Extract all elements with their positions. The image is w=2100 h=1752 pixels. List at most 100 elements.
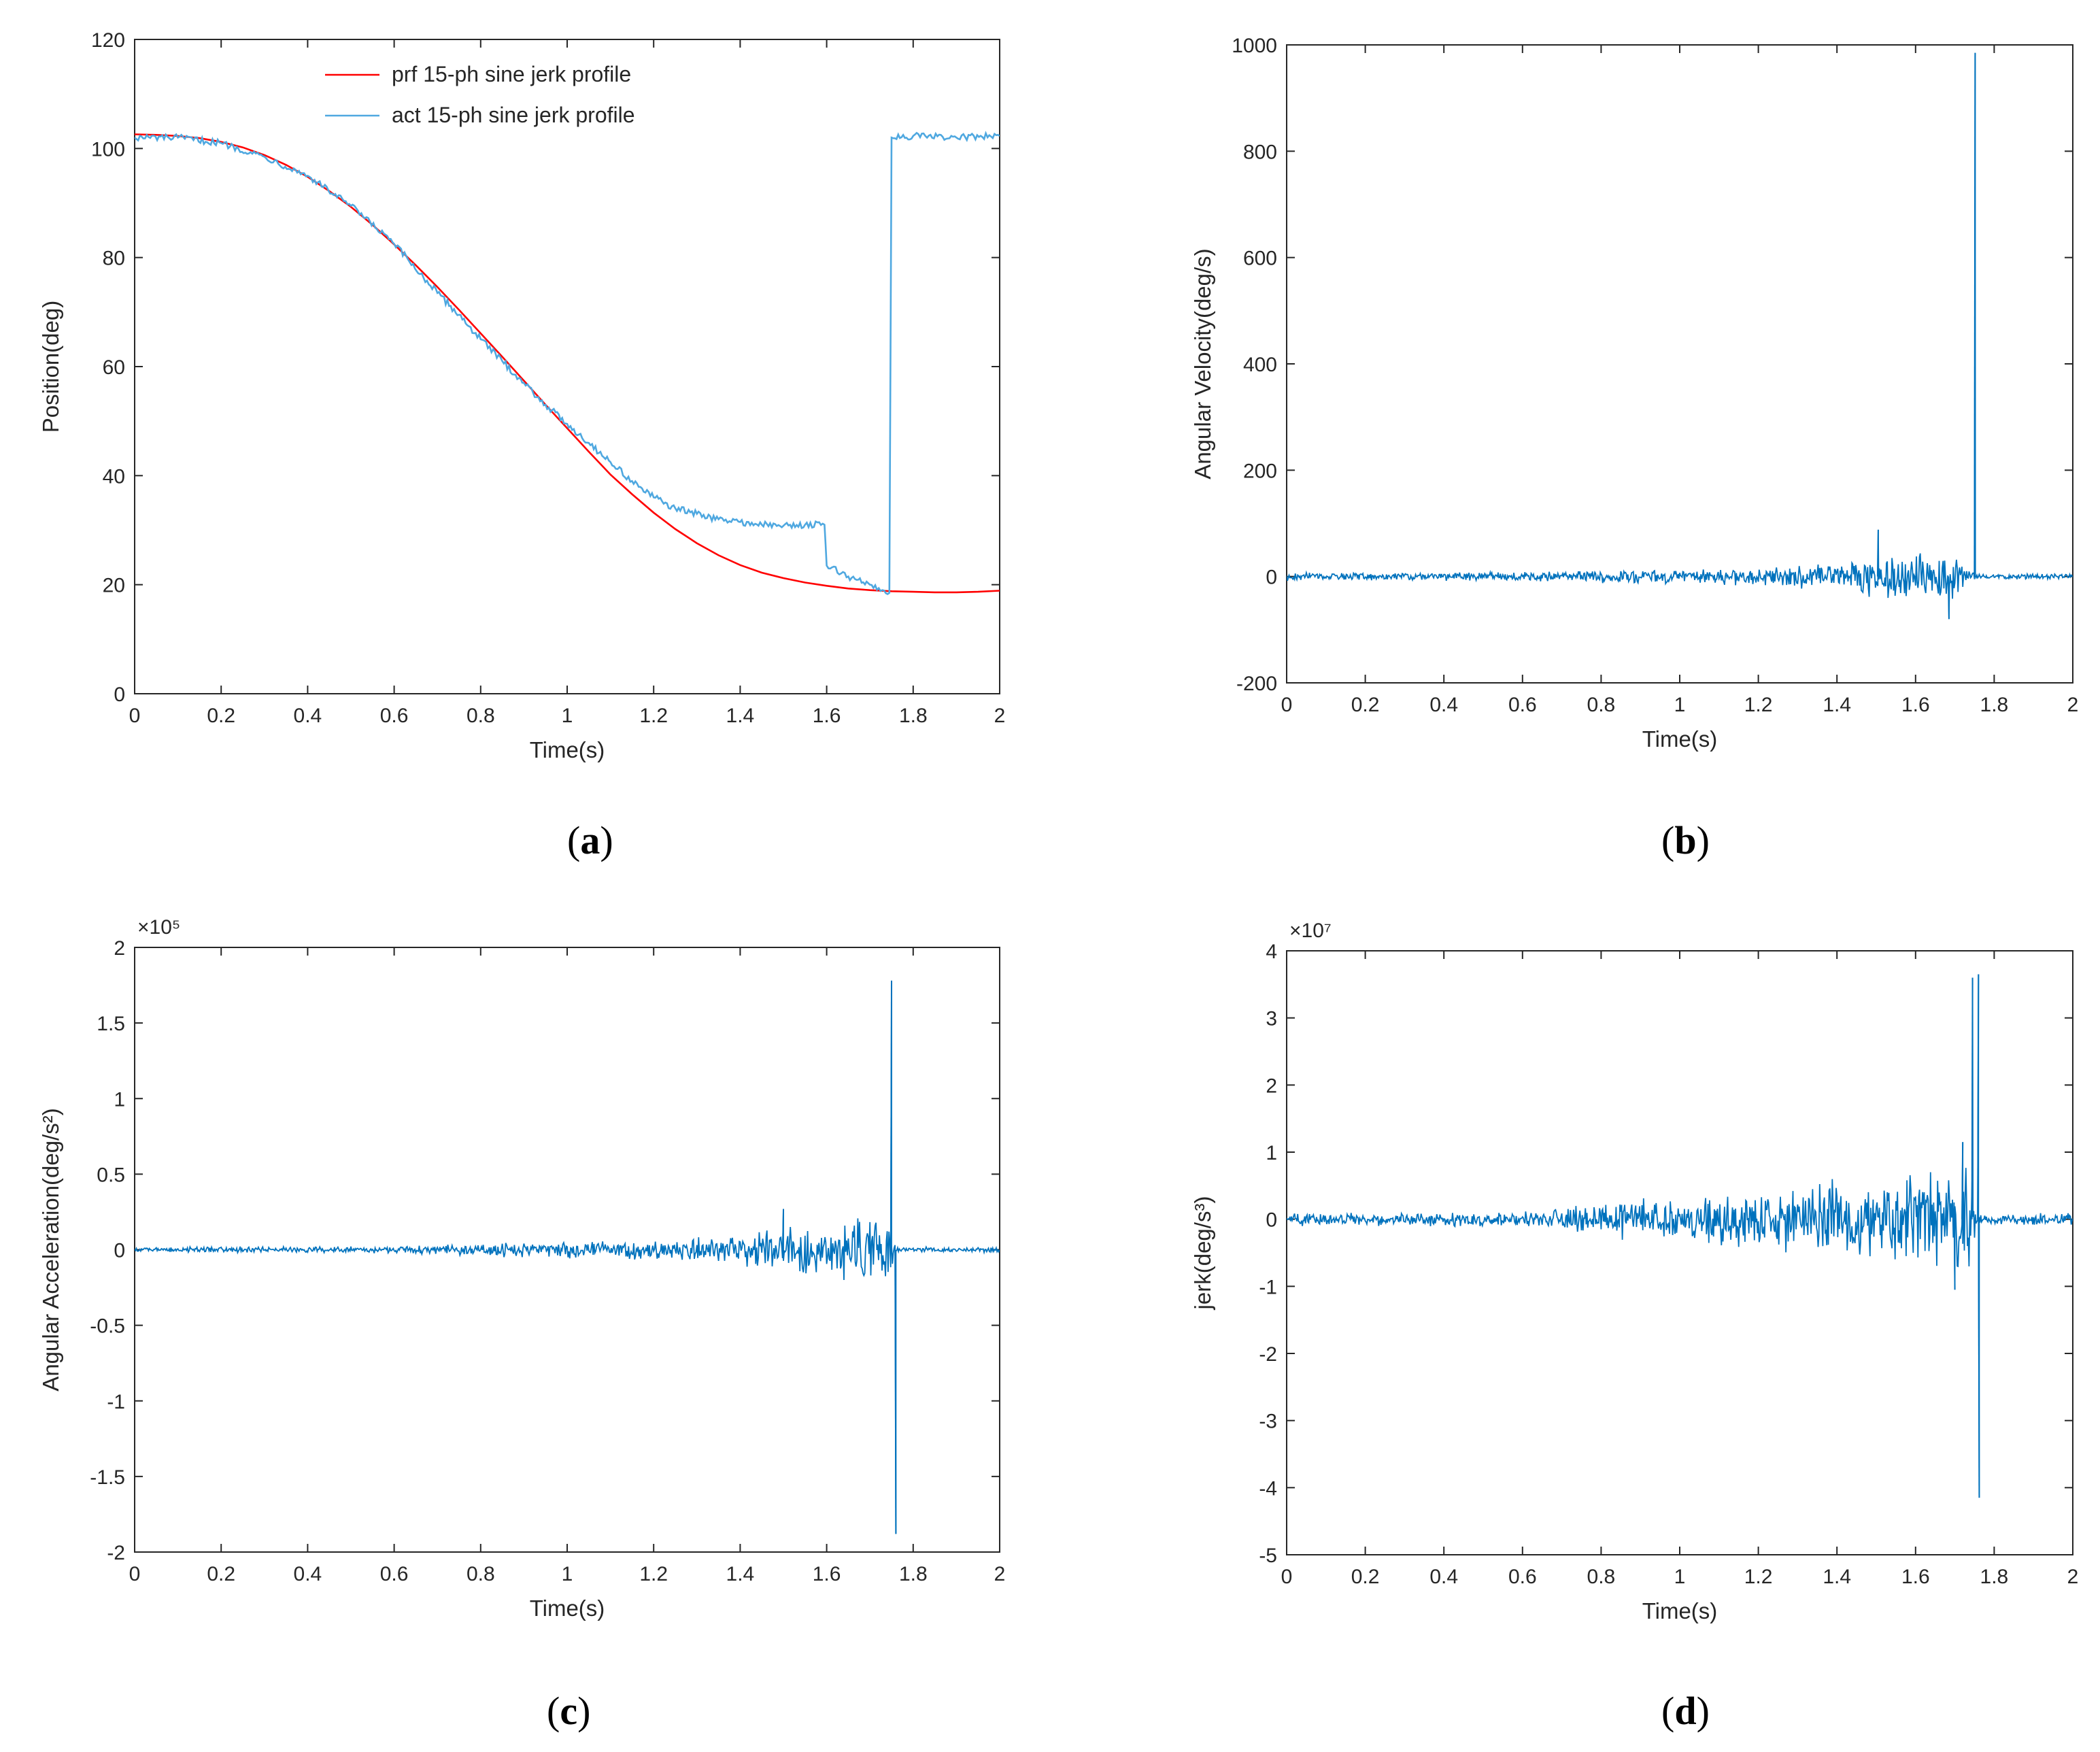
- series-line-act: [135, 131, 1000, 596]
- y-tick-label: 0: [114, 1240, 125, 1262]
- y-tick-label: 800: [1243, 141, 1277, 163]
- x-tick-label: 0.8: [467, 705, 495, 727]
- spike-mark: [894, 1249, 897, 1534]
- y-tick-label: -3: [1259, 1411, 1277, 1433]
- y-tick-label: 400: [1243, 354, 1277, 376]
- x-tick-label: 1.4: [726, 1563, 755, 1585]
- x-tick-label: 0: [1281, 694, 1293, 716]
- y-tick-label: -2: [1259, 1343, 1277, 1366]
- plot-area: [135, 980, 1000, 1534]
- panel-caption: (d): [1661, 1689, 1710, 1733]
- x-tick-label: 0.4: [1429, 1566, 1458, 1588]
- x-tick-label: 0.2: [207, 705, 235, 727]
- y-tick-label: -200: [1236, 673, 1277, 695]
- y-tick-label: 0: [114, 684, 125, 706]
- y-axis-label: jerk(deg/s³): [1190, 1196, 1215, 1311]
- x-tick-label: 0.6: [1508, 694, 1537, 716]
- plot-frame: [1286, 44, 2073, 684]
- y-tick-label: 0: [1266, 567, 1277, 589]
- panel-b: 0 0.2 0.4 0.6 0.8 1 1.2 1.4 1.6 1.8 2-200020040060…: [1190, 35, 2078, 862]
- y-tick-label: -2: [107, 1542, 125, 1564]
- x-tick-label: 0: [1281, 1566, 1293, 1588]
- x-tick-label: 1.4: [726, 705, 755, 727]
- x-tick-label: 1.6: [1901, 1566, 1930, 1588]
- spike-mark: [1971, 977, 1974, 1219]
- y-tick-label: 0: [1266, 1209, 1277, 1232]
- series-line: [1287, 974, 2073, 1498]
- panel-caption: (b): [1661, 818, 1710, 862]
- y-tick-label: 40: [103, 465, 125, 488]
- y-tick-label: 60: [103, 356, 125, 379]
- y-tick-label: 2: [1266, 1075, 1277, 1097]
- x-tick-label: 1.2: [639, 1563, 668, 1585]
- x-axis-label: Time(s): [530, 737, 605, 762]
- panel-caption: (c): [547, 1689, 590, 1733]
- x-tick-label: 1.4: [1823, 1566, 1851, 1588]
- x-tick-label: 0.4: [294, 705, 322, 727]
- x-tick-label: 1.2: [1744, 1566, 1773, 1588]
- y-tick-label: 1: [114, 1088, 125, 1111]
- panel-caption: (a): [567, 818, 613, 862]
- y-axis-label: Angular Acceleration(deg/s²): [38, 1108, 63, 1391]
- y-tick-label: -4: [1259, 1477, 1277, 1500]
- y-tick-label: -0.5: [90, 1315, 125, 1338]
- series-line: [1287, 52, 2073, 620]
- legend-entry: prf 15-ph sine jerk profile: [392, 62, 631, 86]
- y-tick-label: 20: [103, 575, 125, 597]
- x-tick-label: 0.8: [1587, 694, 1616, 716]
- x-tick-label: 2: [2067, 1566, 2079, 1588]
- y-tick-label: -1.5: [90, 1466, 125, 1489]
- x-tick-label: 1.4: [1823, 694, 1851, 716]
- x-tick-label: 2: [994, 705, 1006, 727]
- y-axis-multiplier: ×10⁷: [1289, 920, 1332, 942]
- x-tick-label: 0.4: [294, 1563, 322, 1585]
- plot-area: [1287, 974, 2073, 1498]
- plot-area: [135, 131, 1000, 596]
- y-tick-label: 1: [1266, 1142, 1277, 1164]
- x-tick-label: 2: [2067, 694, 2079, 716]
- spike-mark: [890, 980, 892, 1250]
- x-tick-label: 1.8: [1980, 1566, 2009, 1588]
- x-axis-label: Time(s): [530, 1596, 605, 1621]
- x-tick-label: 0.4: [1429, 694, 1458, 716]
- x-tick-label: 0: [129, 1563, 141, 1585]
- spike-mark: [1947, 576, 1950, 620]
- panel-a: 0 0.2 0.4 0.6 0.8 1 1.2 1.4 1.6 1.8 20204060801001…: [38, 29, 1005, 862]
- x-tick-label: 0.2: [1351, 694, 1380, 716]
- x-tick-label: 1.8: [899, 1563, 928, 1585]
- x-tick-label: 1.6: [1901, 694, 1930, 716]
- series-line-prf: [135, 133, 1000, 594]
- spike-mark: [1953, 1219, 1956, 1290]
- x-tick-label: 1.2: [639, 705, 668, 727]
- x-tick-label: 0.6: [380, 1563, 409, 1585]
- x-axis-label: Time(s): [1642, 1598, 1718, 1623]
- y-tick-label: 2: [114, 937, 125, 960]
- plot-frame: [134, 39, 1000, 694]
- x-tick-label: 2: [994, 1563, 1006, 1585]
- y-tick-label: 3: [1266, 1008, 1277, 1030]
- x-tick-label: 0.6: [1508, 1566, 1537, 1588]
- x-tick-label: 0.6: [380, 705, 409, 727]
- y-tick-label: 4: [1266, 941, 1277, 963]
- series-line: [135, 980, 1000, 1534]
- x-tick-label: 1.8: [1980, 694, 2009, 716]
- legend: prf 15-ph sine jerk profile act 15-ph sin…: [325, 62, 635, 127]
- x-tick-label: 0.8: [467, 1563, 495, 1585]
- y-tick-label: 200: [1243, 460, 1277, 482]
- x-tick-label: 0.8: [1587, 1566, 1616, 1588]
- x-tick-label: 1.6: [813, 1563, 841, 1585]
- panel-d: 0 0.2 0.4 0.6 0.8 1 1.2 1.4 1.6 1.8 2 -5 -4 -3 -2 -1 0 1 2…: [1190, 920, 2078, 1733]
- spike-mark: [1961, 1142, 1964, 1219]
- x-tick-label: 0.2: [1351, 1566, 1380, 1588]
- y-tick-label: -5: [1259, 1545, 1277, 1567]
- y-tick-label: 120: [91, 29, 125, 52]
- y-tick-label: 100: [91, 138, 125, 161]
- y-tick-label: 600: [1243, 248, 1277, 270]
- y-tick-label: -1: [107, 1391, 125, 1413]
- y-axis-label: Angular Velocity(deg/s): [1190, 248, 1215, 479]
- y-tick-label: 1.5: [97, 1013, 125, 1035]
- y-tick-label: -1: [1259, 1276, 1277, 1298]
- x-tick-label: 1: [562, 705, 573, 727]
- spike-mark: [1978, 1219, 1980, 1498]
